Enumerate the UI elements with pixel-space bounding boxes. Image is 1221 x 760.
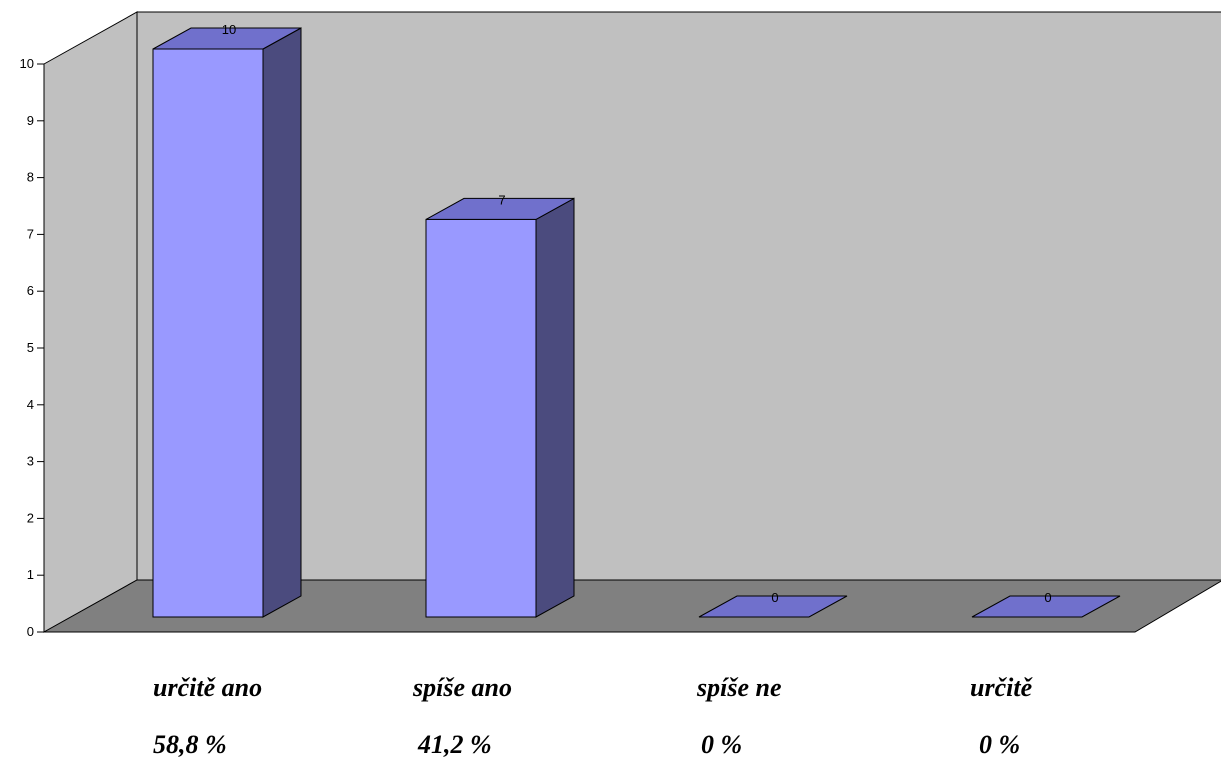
y-tick-label: 9 xyxy=(27,113,34,128)
floor xyxy=(42,579,1221,633)
chart-walls xyxy=(42,11,1221,633)
y-tick-label: 3 xyxy=(27,454,34,469)
y-tick-label: 6 xyxy=(27,283,34,298)
y-tick-label: 4 xyxy=(27,397,34,412)
data-label: 0 xyxy=(1044,590,1051,605)
y-tick-label: 5 xyxy=(27,340,34,355)
bar-front xyxy=(425,218,537,618)
y-tick-label: 1 xyxy=(27,567,34,582)
category-label: spíše ne xyxy=(697,673,782,702)
data-label: 0 xyxy=(771,590,778,605)
category-label: určitě ano xyxy=(153,673,263,702)
y-tick-label: 7 xyxy=(27,226,34,241)
percent-label: 0 % xyxy=(701,730,743,759)
percent-label: 58,8 % xyxy=(153,730,227,759)
bar: 7 xyxy=(425,192,575,618)
bar: 10 xyxy=(152,22,302,618)
bar-side xyxy=(535,197,575,618)
y-tick-label: 2 xyxy=(27,510,34,525)
percent-label: 41,2 % xyxy=(418,730,492,759)
y-axis: 0 1 2 3 4 5 6 7 8 9 10 xyxy=(20,56,45,639)
data-label: 10 xyxy=(222,22,236,37)
bar-top xyxy=(971,595,1121,618)
category-label: určitě xyxy=(970,673,1033,702)
bar: 0 xyxy=(971,590,1121,618)
data-label: 7 xyxy=(498,192,505,207)
y-tick-label: 8 xyxy=(27,170,34,185)
bar-top xyxy=(152,27,302,50)
bar-side xyxy=(262,27,302,618)
bar: 0 xyxy=(698,590,848,618)
bar-front xyxy=(152,48,264,618)
bar-top xyxy=(698,595,848,618)
y-tick-label: 10 xyxy=(20,56,34,71)
category-label: spíše ano xyxy=(413,673,512,702)
bar-top xyxy=(425,197,575,220)
back-wall xyxy=(136,11,1221,581)
side-wall xyxy=(43,11,138,633)
y-tick-label: 0 xyxy=(27,624,34,639)
percent-label: 0 % xyxy=(979,730,1021,759)
bars: 10 7 0 0 xyxy=(152,22,1121,618)
